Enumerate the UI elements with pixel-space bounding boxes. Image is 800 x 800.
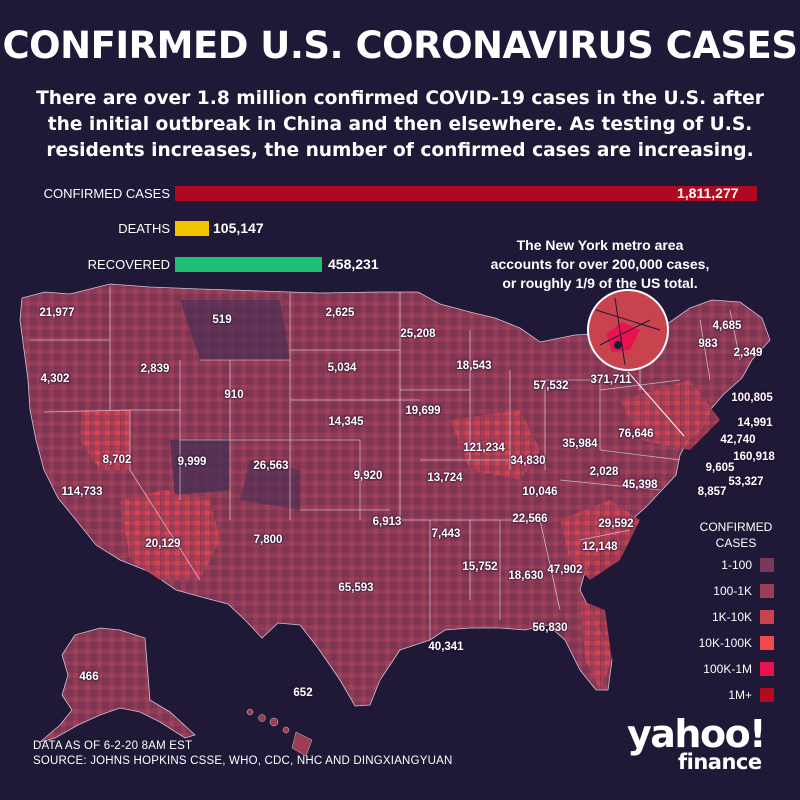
recovered-bar (175, 257, 322, 272)
state-count-alabama: 18,630 (508, 570, 544, 582)
state-count-indiana: 34,830 (510, 455, 546, 467)
legend-item: 100K-1M (692, 659, 782, 681)
state-count-delaware: 9,605 (705, 462, 735, 474)
legend-swatch (760, 558, 774, 572)
state-count-michigan: 57,532 (533, 380, 569, 392)
state-count-new-mexico: 7,800 (253, 534, 283, 546)
state-count-kentucky: 10,046 (522, 486, 558, 498)
page-title: CONFIRMED U.S. CORONAVIRUS CASES (2, 24, 798, 67)
finance-logo: finance (678, 750, 762, 774)
state-count-north-carolina: 29,592 (598, 518, 634, 530)
state-count-alaska: 466 (79, 671, 99, 683)
state-count-pennsylvania: 76,646 (618, 428, 654, 440)
state-count-louisiana: 40,341 (428, 641, 464, 653)
state-count-georgia: 47,902 (547, 564, 583, 576)
state-count-arkansas: 7,443 (431, 528, 461, 540)
legend-swatch (760, 610, 774, 624)
hawaii-shape (246, 708, 313, 757)
state-count-connecticut: 42,740 (720, 434, 756, 446)
state-count-illinois: 121,234 (463, 442, 505, 454)
legend-item-label: 1K-10K (711, 610, 752, 624)
state-count-texas: 65,593 (338, 582, 374, 594)
legend-item-label: 1-100 (721, 558, 752, 572)
state-count-ohio: 35,984 (562, 438, 598, 450)
state-count-north-dakota: 2,625 (325, 307, 355, 319)
state-count-minnesota: 25,208 (400, 328, 436, 340)
legend-item-label: 100-1K (713, 584, 752, 598)
state-count-south-carolina: 12,148 (582, 541, 618, 553)
state-count-vermont: 983 (698, 338, 718, 350)
state-count-california: 114,733 (61, 486, 103, 498)
state-count-oklahoma: 6,913 (372, 516, 402, 528)
state-count-dc: 8,857 (697, 486, 727, 498)
state-count-nevada: 8,702 (102, 454, 132, 466)
state-count-new-jersey: 160,918 (733, 451, 775, 463)
deaths-value: 105,147 (213, 220, 264, 236)
yahoo-logo: yahoo! (627, 712, 767, 756)
legend-item: 1M+ (692, 685, 782, 707)
data-date: DATA AS OF 6-2-20 8AM EST (33, 740, 193, 752)
state-count-virginia: 45,398 (622, 479, 658, 491)
state-count-mississippi: 15,752 (462, 561, 498, 573)
confirmed-label: CONFIRMED CASES (43, 186, 170, 201)
confirmed-value: 1,811,277 (677, 185, 739, 201)
legend-item-label: 100K-1M (703, 662, 752, 676)
state-count-iowa: 19,699 (405, 405, 441, 417)
page-subtitle: There are over 1.8 million confirmed COV… (36, 88, 764, 161)
legend-swatch (760, 688, 774, 702)
state-count-kansas: 9,920 (353, 470, 383, 482)
state-count-wisconsin: 18,543 (456, 360, 492, 372)
recovered-label: RECOVERED (87, 257, 170, 272)
lower48-shape (19, 283, 771, 707)
state-count-rhode-island: 14,991 (737, 417, 773, 429)
state-count-south-dakota: 5,034 (327, 362, 357, 374)
state-count-maine: 2,349 (733, 347, 763, 359)
legend-item: 100-1K (692, 581, 782, 603)
legend-item-label: 1M+ (728, 688, 752, 702)
ny-callout-text: The New York metro area accounts for ove… (490, 237, 710, 291)
state-count-florida: 56,830 (532, 622, 568, 634)
state-count-tennessee: 22,566 (512, 513, 548, 525)
legend-item: 1K-10K (692, 607, 782, 629)
deaths-bar (175, 221, 209, 236)
state-count-utah: 9,999 (177, 456, 207, 468)
state-count-idaho: 2,839 (140, 363, 170, 375)
state-count-washington: 21,977 (39, 307, 75, 319)
legend-swatch (760, 636, 774, 650)
state-count-new-hampshire: 4,685 (712, 320, 742, 332)
deaths-label: DEATHS (118, 221, 170, 236)
alaska-shape (39, 627, 196, 743)
state-count-maryland: 53,327 (728, 476, 764, 488)
state-count-massachusetts: 100,805 (731, 392, 773, 404)
state-count-colorado: 26,563 (253, 460, 289, 472)
legend-swatch (760, 584, 774, 598)
state-count-wyoming: 910 (224, 389, 244, 401)
state-count-new-york: 371,711 (590, 374, 632, 386)
legend-item-label: 10K-100K (698, 636, 752, 650)
legend-swatch (760, 662, 774, 676)
state-count-montana: 519 (212, 314, 232, 326)
data-source: SOURCE: JOHNS HOPKINS CSSE, WHO, CDC, NH… (33, 755, 453, 767)
state-count-west-virginia: 2,028 (589, 466, 619, 478)
state-count-hawaii: 652 (293, 687, 313, 699)
legend-title: CONFIRMED CASES (699, 520, 773, 550)
state-count-missouri: 13,724 (427, 472, 463, 484)
confirmed-bar (175, 186, 757, 201)
state-count-nebraska: 14,345 (328, 416, 364, 428)
legend-item: 1-100 (692, 555, 782, 577)
state-count-arizona: 20,129 (145, 538, 181, 550)
state-count-oregon: 4,302 (40, 373, 70, 385)
recovered-value: 458,231 (328, 256, 379, 272)
legend-item: 10K-100K (692, 633, 782, 655)
